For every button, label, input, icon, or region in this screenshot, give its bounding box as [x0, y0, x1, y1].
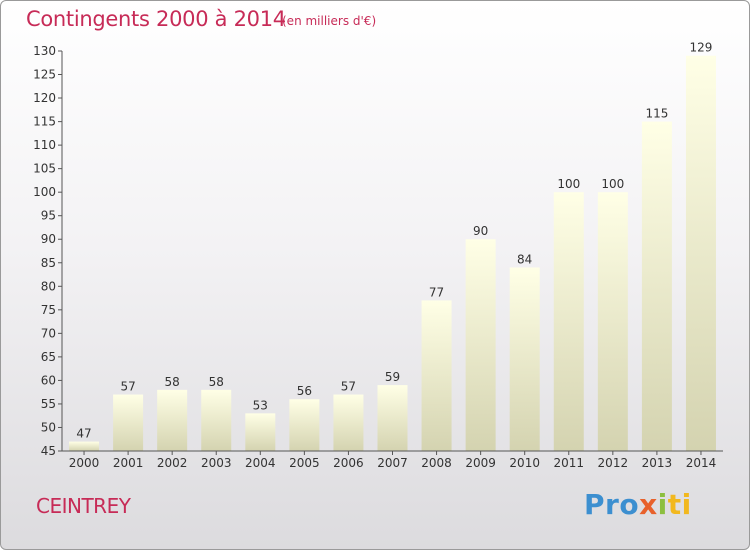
value-label-2010: 84: [517, 252, 532, 266]
y-tick-label: 60: [41, 373, 56, 387]
bar-2005: [289, 399, 320, 451]
y-tick-label: 90: [41, 232, 56, 246]
proxiti-logo: Proxiti: [584, 488, 692, 521]
y-tick-label: 65: [41, 350, 56, 364]
bar-2002: [157, 389, 188, 451]
bar-2014: [685, 55, 716, 452]
bar-2001: [113, 394, 144, 451]
y-tick-label: 100: [33, 185, 56, 199]
x-tick-label: 2004: [245, 456, 276, 470]
bar-2010: [509, 267, 540, 451]
y-tick-label: 55: [41, 397, 56, 411]
bar-2007: [377, 385, 408, 451]
value-label-2009: 90: [473, 224, 488, 238]
value-label-2014: 129: [690, 41, 713, 55]
x-tick-label: 2012: [598, 456, 629, 470]
value-label-2008: 77: [429, 285, 444, 299]
bar-2008: [421, 300, 452, 451]
value-label-2012: 100: [601, 177, 624, 191]
y-tick-label: 110: [33, 138, 56, 152]
value-label-2011: 100: [557, 177, 580, 191]
bar-2004: [245, 413, 276, 451]
x-tick-label: 2010: [509, 456, 540, 470]
x-tick-label: 2001: [113, 456, 144, 470]
chart-subtitle: (en milliers d'€): [282, 14, 377, 28]
value-label-2003: 58: [209, 375, 224, 389]
value-label-2002: 58: [165, 375, 180, 389]
chart-title: Contingents 2000 à 2014: [26, 7, 286, 31]
y-tick-label: 50: [41, 420, 56, 434]
bar-2006: [333, 394, 364, 451]
x-tick-label: 2014: [686, 456, 717, 470]
value-label-2004: 53: [253, 398, 268, 412]
logo-part-3: i: [657, 488, 668, 521]
x-tick-label: 2005: [289, 456, 320, 470]
value-label-2005: 56: [297, 384, 312, 398]
x-tick-label: 2013: [642, 456, 673, 470]
x-tick-label: 2009: [465, 456, 496, 470]
y-tick-label: 85: [41, 256, 56, 270]
bar-2011: [553, 192, 584, 452]
x-tick-label: 2000: [69, 456, 100, 470]
y-tick-label: 115: [33, 115, 56, 129]
value-label-2007: 59: [385, 370, 400, 384]
y-tick-label: 75: [41, 303, 56, 317]
value-label-2006: 57: [341, 380, 356, 394]
x-tick-label: 2011: [553, 456, 584, 470]
x-tick-label: 2006: [333, 456, 364, 470]
logo-part-1: Pro: [584, 488, 640, 521]
y-tick-label: 70: [41, 326, 56, 340]
bar-2000: [69, 441, 100, 451]
value-label-2000: 47: [76, 427, 91, 441]
y-tick-label: 95: [41, 209, 56, 223]
commune-name: CEINTREY: [36, 494, 131, 518]
bar-2009: [465, 239, 496, 451]
logo-part-2: x: [639, 488, 658, 521]
x-tick-label: 2002: [157, 456, 188, 470]
y-tick-label: 130: [33, 44, 56, 58]
x-tick-label: 2008: [421, 456, 452, 470]
bar-2003: [201, 389, 232, 451]
y-tick-label: 105: [33, 162, 56, 176]
y-tick-label: 125: [33, 68, 56, 82]
logo-part-4: ti: [667, 488, 692, 521]
bar-2013: [641, 121, 672, 452]
value-label-2013: 115: [645, 107, 668, 121]
x-tick-label: 2007: [377, 456, 408, 470]
value-label-2001: 57: [120, 380, 135, 394]
y-tick-label: 120: [33, 91, 56, 105]
bar-2012: [597, 192, 628, 452]
y-tick-label: 45: [41, 444, 56, 458]
y-tick-label: 80: [41, 279, 56, 293]
x-tick-label: 2003: [201, 456, 232, 470]
